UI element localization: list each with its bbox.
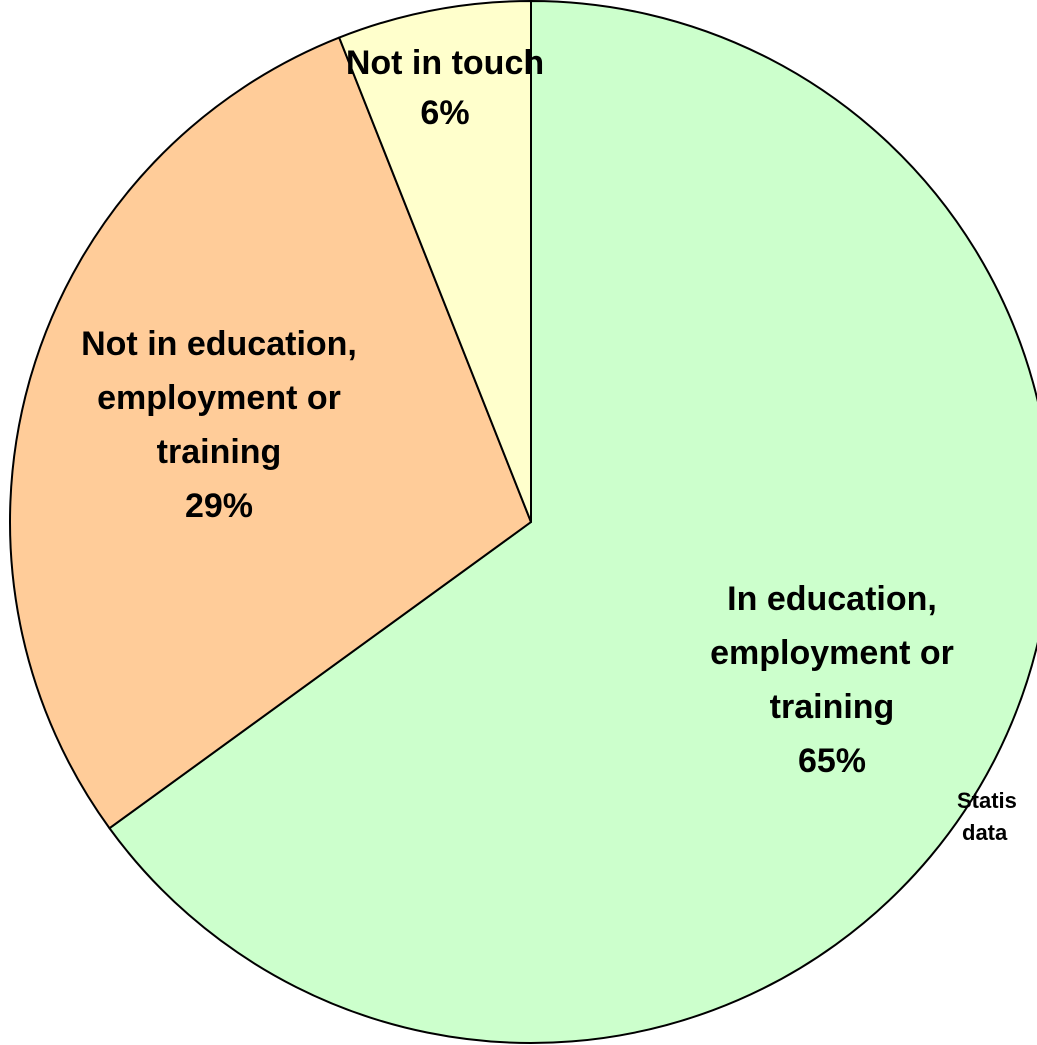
slice-2-label-line-3: training <box>157 433 282 471</box>
slice-labels: In education, employment or training 65% Not… <box>81 44 954 780</box>
slice-2-label-line-1: Not in education, <box>81 325 357 363</box>
footnote-line-1: Statis <box>957 788 1017 813</box>
pie-slices <box>9 0 1037 1044</box>
pie-slice-2 <box>9 36 532 830</box>
slice-1-label-line-1: In education, <box>727 580 937 618</box>
slice-3-label-line-1: Not in touch <box>346 44 544 82</box>
slice-2-value-label: 29% <box>185 487 253 525</box>
slice-1-value-label: 65% <box>798 742 866 780</box>
footnote-line-2: data <box>962 820 1008 845</box>
slice-3-value-label: 6% <box>420 94 469 132</box>
slice-2-label-line-2: employment or <box>97 379 341 417</box>
pie-slice-3 <box>338 0 532 523</box>
pie-slice-1 <box>108 0 1037 1044</box>
slice-1-label-line-3: training <box>770 688 895 726</box>
slice-1-label-line-2: employment or <box>710 634 954 672</box>
